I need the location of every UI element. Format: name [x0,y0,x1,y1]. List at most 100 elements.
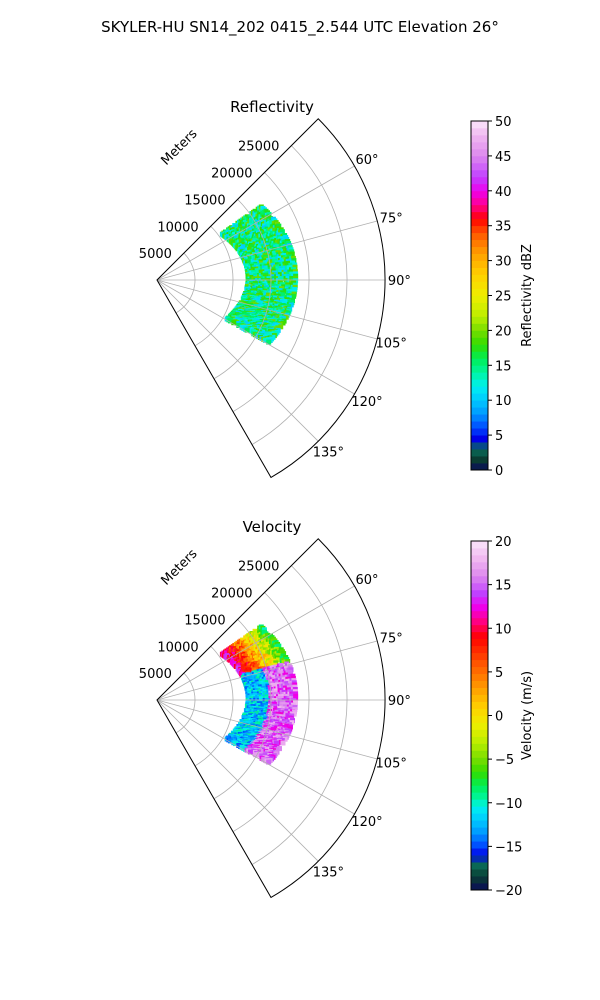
colorbar-segment [471,575,488,584]
range-tick-label: 20000 [211,167,252,182]
range-tick-label: 5000 [139,247,172,262]
range-axis-label: Meters [159,546,201,588]
echo-pixel [268,220,274,226]
echo-field [219,624,299,765]
echo-pixel [283,314,289,320]
range-ring [251,565,348,865]
colorbar-segment [471,673,488,681]
echo-pixel [279,229,285,235]
colorbar-segment [471,757,488,765]
colorbar-segment [471,134,488,143]
colorbar-segment [471,267,488,275]
colorbar-segment [471,316,488,324]
echo-pixel [277,669,283,675]
colorbar-segment [471,778,488,786]
azimuth-gridline [156,585,355,701]
colorbar-segment [471,659,488,668]
range-tick-label: 25000 [238,140,279,155]
colorbar-tick-label: −20 [495,884,522,899]
colorbar-segment [471,246,488,255]
colorbar-segment [471,855,488,863]
colorbar-segment [471,379,488,387]
echo-pixel [277,746,282,752]
azimuth-gridline [156,699,319,862]
colorbar-segment [471,218,488,227]
colorbar-segment [471,589,488,598]
colorbar-segment [471,729,488,737]
azimuth-gridline [156,165,355,281]
colorbar-segment [471,162,488,171]
echo-pixel [249,244,255,250]
colorbar-segment [471,701,488,709]
colorbar-segment [471,449,488,457]
colorbar-tick-label: −5 [495,753,514,768]
colorbar-segment [471,295,488,303]
colorbar-segment [471,806,488,814]
colorbar: −20 −15 −10 −5 0 5 10 15 20 Velocity (m/s) [470,535,535,899]
range-tick-label: 5000 [139,667,172,682]
echo-pixel [256,721,262,727]
colorbar-segment [471,253,488,261]
colorbar-label: Reflectivity dBZ [520,244,535,347]
colorbar-segment [471,176,488,185]
colorbar-segment [471,883,488,891]
colorbar-segment [471,869,488,877]
range-ring [213,199,272,380]
colorbar-segment [471,624,488,633]
echo-pixel [279,292,285,298]
sector-outline [156,118,386,479]
colorbar-segment [471,792,488,800]
echo-pixel [260,240,266,246]
colorbar-segment [471,211,488,220]
colorbar-segment [471,848,488,856]
colorbar-tick-label: 35 [495,220,512,235]
colorbar-segment [471,197,488,206]
range-tick-label: 10000 [157,220,198,235]
echo-pixel [278,324,284,330]
colorbar-segment [471,603,488,612]
colorbar-tick-label: −15 [495,840,522,855]
echo-pixel [278,243,284,248]
colorbar-segment [471,841,488,849]
colorbar-segment [471,687,488,695]
colorbar-tick-label: 5 [495,429,503,444]
range-tick-label: 25000 [238,560,279,575]
colorbar-segment [471,764,488,772]
azimuth-tick-label: 60° [355,153,378,168]
echo-pixel [284,723,290,729]
echo-pixel [276,223,282,229]
colorbar-tick-label: 25 [495,290,512,305]
colorbar-tick-label: 5 [495,666,503,681]
echo-pixel [262,337,268,343]
echo-pixel [266,668,272,674]
echo-pixel [274,740,279,746]
colorbar-tick-label: −10 [495,797,522,812]
colorbar-segment [471,204,488,213]
colorbar-tick-label: 30 [495,255,512,270]
colorbar-segment [471,414,488,422]
echo-pixel [241,715,247,721]
colorbar-tick-label: 15 [495,579,512,594]
colorbar-segment [471,652,488,661]
echo-pixel [245,640,251,645]
colorbar-segment [471,596,488,605]
range-tick-label: 20000 [211,587,252,602]
colorbar-segment [471,610,488,619]
echo-pixel [264,663,270,669]
colorbar-segment [471,561,488,570]
colorbar-segment [471,813,488,821]
colorbar-segment [471,127,488,136]
colorbar-segment [471,400,488,408]
colorbar-segment [471,386,488,394]
colorbar-segment [471,155,488,164]
echo-pixel [254,268,260,274]
echo-pixel [248,220,254,226]
echo-pixel [247,246,253,252]
colorbar-segment [471,302,488,310]
colorbar-segment [471,541,488,549]
colorbar-segment [471,225,488,234]
colorbar-segment [471,288,488,296]
panel-title: Velocity [243,518,302,536]
echo-pixel [288,302,294,308]
colorbar-tick-label: 10 [495,394,512,409]
